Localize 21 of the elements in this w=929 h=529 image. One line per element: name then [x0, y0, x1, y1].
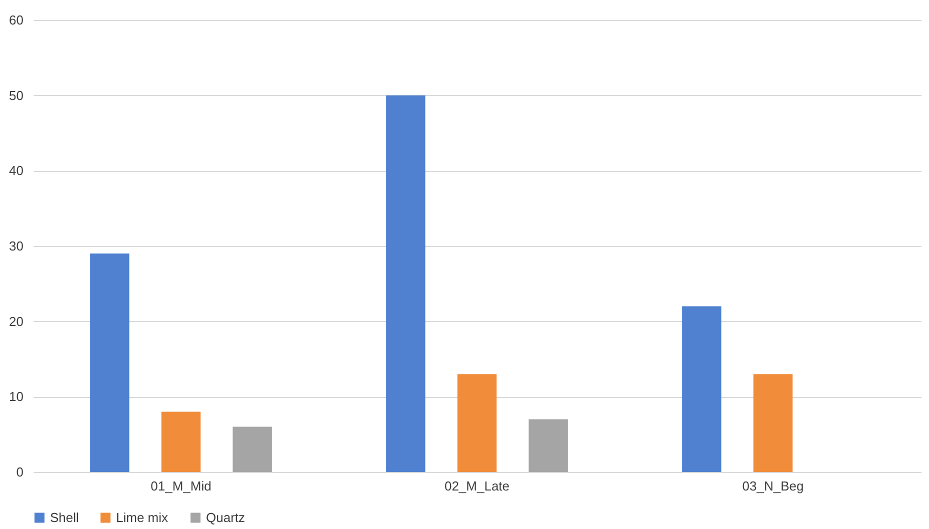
legend-label: Lime mix	[116, 510, 169, 525]
y-tick-label: 0	[16, 464, 24, 480]
legend-label: Quartz	[206, 510, 246, 525]
y-tick-label: 50	[9, 88, 24, 103]
y-tick-label: 30	[9, 238, 24, 254]
bar	[161, 412, 201, 472]
bar	[457, 374, 497, 472]
y-tick-label: 60	[9, 12, 24, 28]
y-tick-label: 20	[9, 314, 24, 329]
bar	[682, 306, 722, 472]
bar	[90, 254, 130, 472]
y-tick-label: 10	[9, 389, 24, 404]
bar	[753, 374, 793, 472]
y-tick-label: 40	[9, 163, 24, 178]
x-tick-label: 02_M_Late	[444, 478, 510, 494]
bar	[386, 95, 426, 472]
bar	[232, 426, 272, 472]
legend-label: Shell	[50, 510, 80, 525]
bar	[528, 419, 568, 472]
x-tick-label: 03_N_Beg	[742, 478, 804, 494]
x-tick-label: 01_M_Mid	[150, 478, 212, 494]
